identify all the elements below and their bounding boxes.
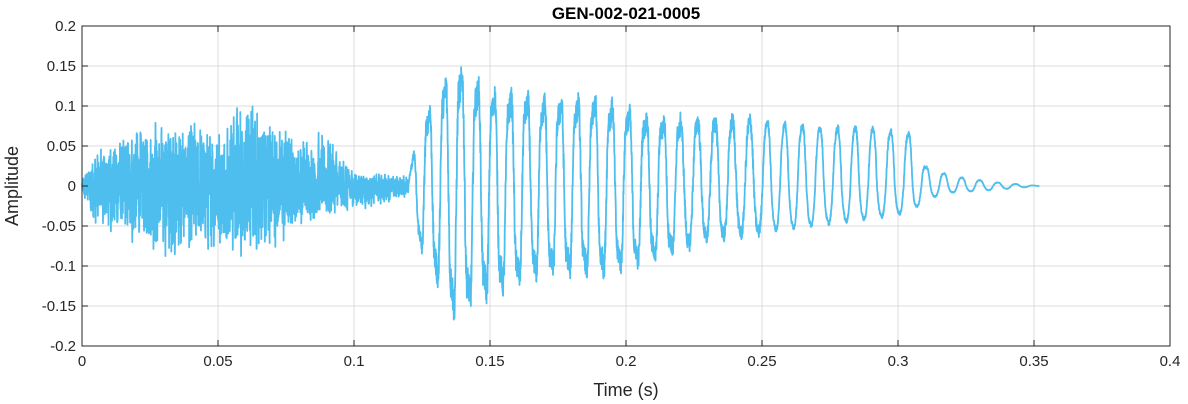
series-line-0	[81, 66, 1041, 321]
x-tick-label: 0.05	[203, 353, 232, 370]
x-tick-label: 0.1	[344, 353, 365, 370]
x-tick-label: 0.3	[888, 353, 909, 370]
x-tick-label: 0.2	[616, 353, 637, 370]
y-tick-label: 0	[68, 178, 76, 195]
y-tick-label: -0.05	[42, 218, 76, 235]
x-axis-label: Time (s)	[593, 380, 658, 400]
y-tick-label: 0.05	[47, 138, 76, 155]
y-axis-label: Amplitude	[2, 146, 22, 226]
y-tick-label: -0.1	[50, 258, 76, 275]
chart-title: GEN-002-021-0005	[552, 4, 700, 23]
x-tick-label: 0.4	[1160, 353, 1181, 370]
x-tick-label: 0.25	[747, 353, 776, 370]
x-axis-ticks: 0 0.05 0.1 0.15 0.2 0.25 0.3 0.35 0.4	[78, 26, 1181, 370]
x-tick-label: 0.15	[475, 353, 504, 370]
y-tick-label: 0.15	[47, 58, 76, 75]
y-tick-label: 0.1	[55, 98, 76, 115]
series-layer	[81, 66, 1041, 321]
y-tick-label: -0.2	[50, 338, 76, 355]
y-tick-label: -0.15	[42, 298, 76, 315]
x-tick-label: 0	[78, 353, 86, 370]
y-tick-label: 0.2	[55, 18, 76, 35]
y-axis-ticks: 0.2 0.15 0.1 0.05 0 -0.05 -0.1 -0.15 -0.2	[42, 18, 1170, 355]
x-tick-label: 0.35	[1019, 353, 1048, 370]
